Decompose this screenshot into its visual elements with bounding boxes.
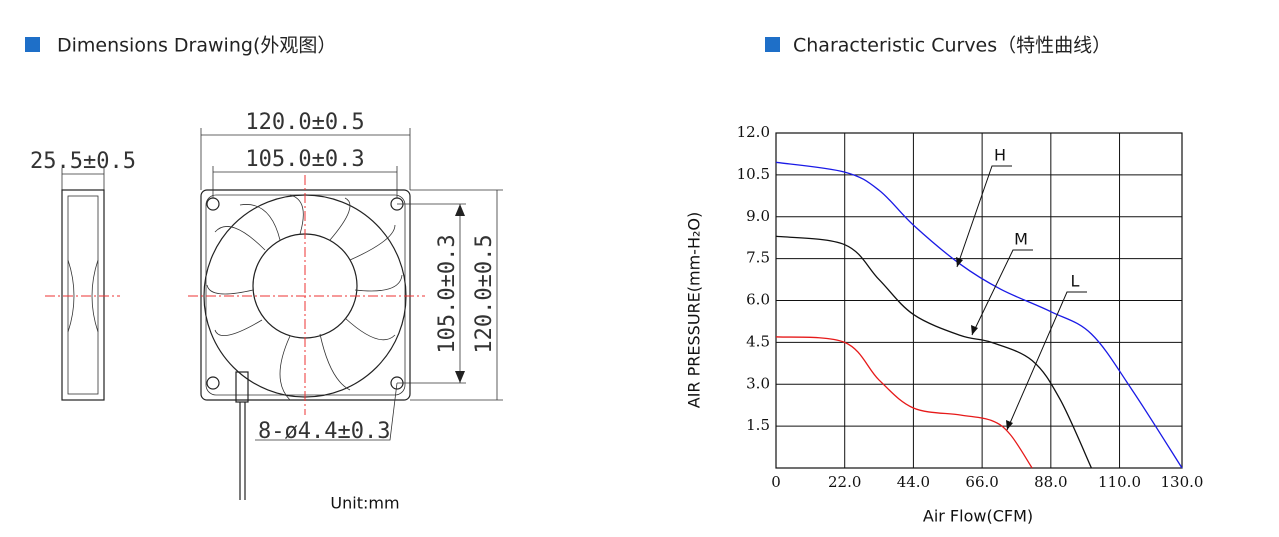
x-axis-label: Air Flow(CFM) [923,507,1033,526]
leader-arrow [956,257,963,267]
dimension-label: 120.0±0.5 [472,234,497,353]
curve [775,161,1183,469]
curve [775,235,1093,469]
dimension-label: 105.0±0.3 [245,147,364,172]
y-tick-label: 10.5 [737,165,770,183]
bullet [765,37,780,52]
y-tick-label: 9.0 [746,207,770,225]
x-tick-label: 22.0 [828,473,861,491]
y-tick-label: 3.0 [746,374,770,392]
leader-line [956,165,1012,268]
curve-label: M [1014,230,1028,249]
x-tick-label: 110.0 [1098,473,1141,491]
curve-label: L [1071,272,1080,291]
front-view [188,128,503,500]
dimension-label: 105.0±0.3 [435,234,460,353]
y-axis-label: AIR PRESSURE(mm-H₂O) [685,212,704,408]
dimension-label: 25.5±0.5 [30,149,136,174]
x-tick-label: 66.0 [965,473,998,491]
leader-line [1006,291,1087,431]
curve [775,336,1033,469]
curve-label: H [994,146,1006,165]
x-tick-label: 0 [771,473,781,491]
x-tick-label: 44.0 [897,473,930,491]
y-tick-label: 7.5 [746,249,770,267]
bullet [25,37,40,52]
leader-arrow [971,325,978,335]
side-view [45,168,120,401]
section-title: Dimensions Drawing(外观图） [57,35,336,57]
dimension-label: 8-ø4.4±0.3 [258,419,390,444]
y-tick-label: 1.5 [746,416,770,434]
y-tick-label: 4.5 [746,332,770,350]
leader-arrow [1006,420,1013,430]
plot: 1.5 3.0 4.5 6.0 7.5 9.0 10.5 12.0 0 22.0 44.0 66.0 8… [737,123,1204,491]
x-tick-label: 130.0 [1161,473,1204,491]
dimension-label: 120.0±0.5 [245,110,364,135]
x-tick-label: 88.0 [1034,473,1067,491]
chart-title: Characteristic Curves（特性曲线） [793,35,1111,57]
y-tick-label: 6.0 [746,291,770,309]
unit-label: Unit:mm [330,494,399,513]
y-tick-label: 12.0 [737,123,770,141]
leader-line [971,249,1033,336]
